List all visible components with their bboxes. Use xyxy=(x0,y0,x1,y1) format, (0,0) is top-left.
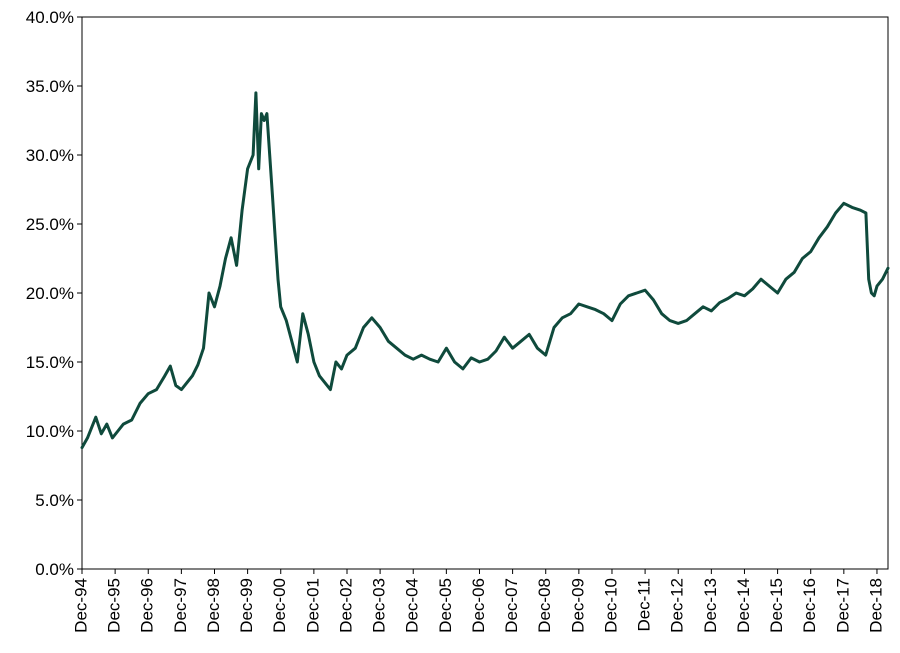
x-tick-label: Dec-99 xyxy=(237,578,256,633)
x-tick-label: Dec-03 xyxy=(370,578,389,633)
x-tick-label: Dec-18 xyxy=(866,578,885,633)
x-tick-label: Dec-16 xyxy=(800,578,819,633)
x-axis: Dec-94 Dec-95 Dec-96 Dec-97 Dec-98 Dec-99 Dec-… xyxy=(71,569,885,633)
y-tick-label: 5.0% xyxy=(35,491,74,510)
y-tick-label: 0.0% xyxy=(35,560,74,579)
y-axis: 0.0% 5.0% 10.0% 15.0% 20.0% 25.0% 30.0% 35.0% 40… xyxy=(26,8,82,579)
x-tick-label: Dec-11 xyxy=(635,578,654,632)
series-line-0 xyxy=(80,91,890,450)
y-tick-label: 20.0% xyxy=(26,284,74,303)
x-tick-label: Dec-07 xyxy=(502,578,521,633)
x-tick-label: Dec-02 xyxy=(336,578,355,633)
y-tick-label: 10.0% xyxy=(26,422,74,441)
x-tick-label: Dec-00 xyxy=(270,578,289,633)
x-tick-label: Dec-13 xyxy=(701,578,720,633)
x-tick-label: Dec-05 xyxy=(436,578,455,633)
x-tick-label: Dec-12 xyxy=(668,578,687,633)
x-tick-label: Dec-01 xyxy=(303,578,322,633)
y-tick-label: 35.0% xyxy=(26,77,74,96)
y-tick-label: 40.0% xyxy=(26,8,74,27)
x-tick-label: Dec-09 xyxy=(568,578,587,633)
y-tick-label: 30.0% xyxy=(26,146,74,165)
series-group xyxy=(80,91,890,450)
x-tick-label: Dec-94 xyxy=(71,578,90,633)
x-tick-label: Dec-04 xyxy=(403,578,422,633)
x-tick-label: Dec-06 xyxy=(469,578,488,633)
x-tick-label: Dec-96 xyxy=(138,578,157,633)
x-tick-label: Dec-10 xyxy=(601,578,620,633)
x-tick-label: Dec-08 xyxy=(535,578,554,633)
plot-area xyxy=(81,16,889,570)
x-tick-label: Dec-15 xyxy=(767,578,786,633)
x-tick-label: Dec-97 xyxy=(171,578,190,633)
y-tick-label: 15.0% xyxy=(26,353,74,372)
y-tick-label: 25.0% xyxy=(26,215,74,234)
x-tick-label: Dec-98 xyxy=(204,578,223,633)
x-tick-label: Dec-17 xyxy=(833,578,852,633)
x-tick-label: Dec-14 xyxy=(734,578,753,633)
x-tick-label: Dec-95 xyxy=(105,578,124,633)
